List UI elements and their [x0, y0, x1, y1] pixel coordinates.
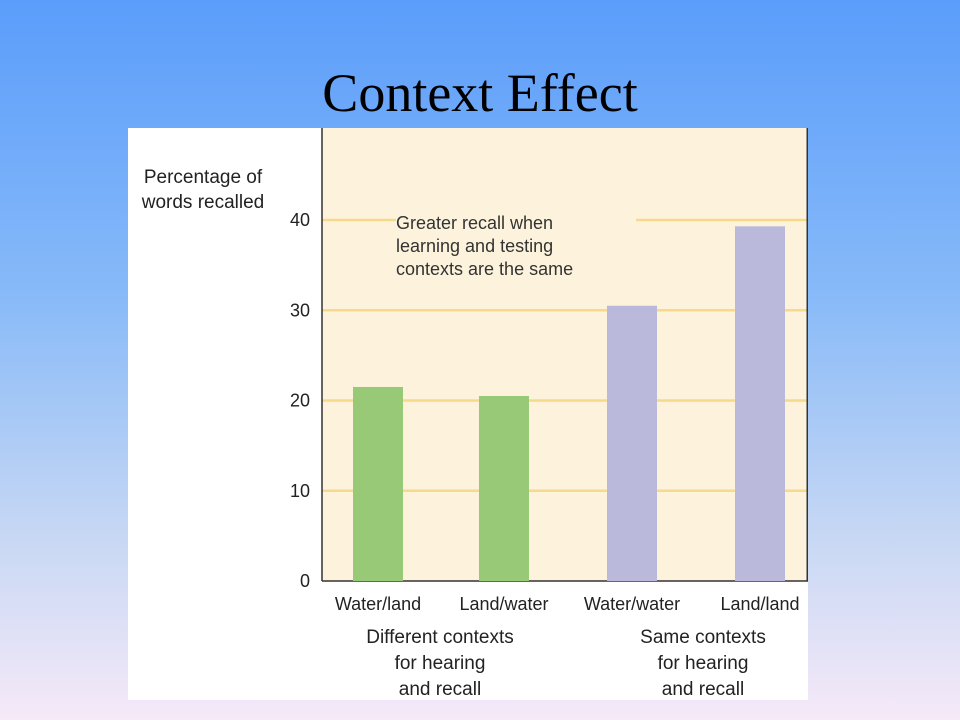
y-tick-label-0: 0 — [300, 571, 310, 591]
bar-land-water — [479, 395, 529, 581]
bar-water-land — [353, 386, 403, 581]
group-2-line-1: Same contexts — [640, 627, 766, 648]
bar-chart: 0 10 20 30 40 Water/land Land/water Water/water… — [290, 128, 808, 614]
group-label-same: Same contexts for hearing and recall — [598, 625, 808, 703]
bar-land-land — [735, 226, 785, 581]
y-axis-label: Percentage of words recalled — [128, 165, 278, 215]
group-1-line-3: and recall — [398, 679, 482, 700]
annotation-line-2: learning and testing — [396, 236, 554, 256]
group-1-line-2: for hearing — [394, 653, 486, 674]
group-label-different: Different contexts for hearing and recal… — [334, 625, 546, 703]
x-tick-label-water-land: Water/land — [335, 594, 421, 614]
x-tick-label-land-water: Land/water — [459, 594, 548, 614]
group-1-line-1: Different contexts — [366, 627, 514, 648]
annotation-line-1: Greater recall when — [396, 213, 554, 233]
y-tick-label-20: 20 — [290, 391, 310, 411]
y-axis-label-line-2: words recalled — [141, 192, 265, 213]
y-axis-label-line-1: Percentage of — [143, 167, 263, 188]
group-2-line-2: for hearing — [657, 653, 749, 674]
y-tick-label-40: 40 — [290, 210, 310, 230]
bar-water-water — [607, 305, 657, 581]
group-2-line-3: and recall — [661, 679, 745, 700]
x-tick-label-water-water: Water/water — [584, 594, 680, 614]
y-tick-label-30: 30 — [290, 300, 310, 320]
x-tick-label-land-land: Land/land — [720, 594, 799, 614]
annotation-line-3: contexts are the same — [396, 259, 574, 279]
chart-figure: Percentage of words recalled 0 10 20 30 40 Wa… — [128, 128, 808, 700]
slide-title: Context Effect — [322, 63, 638, 123]
chart-annotation: Greater recall when learning and testing… — [396, 212, 636, 281]
y-tick-label-10: 10 — [290, 481, 310, 501]
